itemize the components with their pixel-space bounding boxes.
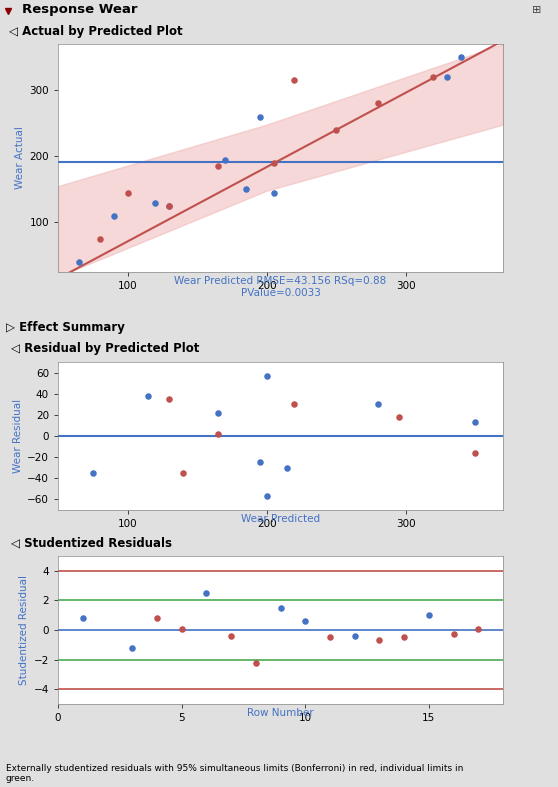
Point (128, 641, 137, 654)
Text: ◁ Actual by Predicted Plot: ◁ Actual by Predicted Plot (9, 24, 182, 38)
Point (395, 411, 403, 423)
Point (325, 631, 334, 644)
Point (350, 630, 359, 642)
Point (425, 609, 434, 622)
Text: ◁ Residual by Predicted Plot: ◁ Residual by Predicted Plot (11, 342, 199, 356)
Point (165, 200, 174, 212)
Point (214, 406, 223, 419)
Y-axis label: Studentized Residual: Studentized Residual (20, 575, 30, 685)
Point (262, 490, 271, 503)
Point (276, 601, 285, 614)
Point (471, 416, 480, 429)
Point (74, 256, 83, 268)
Text: ▷ Effect Summary: ▷ Effect Summary (6, 320, 125, 334)
Point (241, 183, 250, 196)
Point (471, 446, 480, 459)
Text: Row Number: Row Number (247, 708, 314, 718)
Point (152, 611, 161, 624)
Point (269, 157, 278, 169)
Point (269, 187, 278, 199)
Point (214, 427, 223, 440)
Point (301, 615, 310, 627)
Point (88, 467, 97, 479)
Point (373, 398, 382, 411)
Point (202, 586, 211, 599)
Point (251, 656, 260, 669)
Point (165, 200, 174, 212)
Point (375, 634, 384, 647)
Point (78, 611, 87, 624)
Point (151, 196, 160, 209)
Point (255, 110, 264, 123)
Point (449, 628, 458, 641)
Point (123, 187, 132, 199)
Point (214, 160, 223, 172)
Text: ⊞: ⊞ (532, 5, 541, 15)
Point (373, 97, 382, 109)
Point (290, 74, 299, 87)
Point (177, 623, 186, 635)
Text: Response Wear: Response Wear (22, 3, 138, 17)
Point (95, 233, 104, 246)
Text: Externally studentized residuals with 95% simultaneous limits (Bonferroni) in re: Externally studentized residuals with 95… (6, 763, 463, 783)
Point (400, 631, 408, 644)
Y-axis label: Wear Residual: Wear Residual (13, 399, 23, 473)
Point (474, 623, 483, 635)
Text: Wear Predicted: Wear Predicted (241, 514, 320, 524)
Point (457, 51, 466, 64)
Point (255, 456, 264, 469)
Point (165, 393, 174, 405)
Text: Wear Predicted RMSE=43.156 RSq=0.88
PValue=0.0033: Wear Predicted RMSE=43.156 RSq=0.88 PVal… (174, 276, 387, 297)
Point (109, 209, 118, 222)
Point (283, 461, 292, 474)
Point (179, 467, 187, 479)
Point (443, 71, 452, 83)
Point (429, 71, 438, 83)
Point (290, 398, 299, 411)
Y-axis label: Wear Actual: Wear Actual (15, 127, 25, 190)
Text: ◁ Studentized Residuals: ◁ Studentized Residuals (11, 537, 172, 549)
Point (262, 369, 271, 382)
Point (144, 390, 153, 402)
Point (331, 124, 340, 136)
Point (227, 630, 235, 642)
Point (220, 153, 229, 166)
